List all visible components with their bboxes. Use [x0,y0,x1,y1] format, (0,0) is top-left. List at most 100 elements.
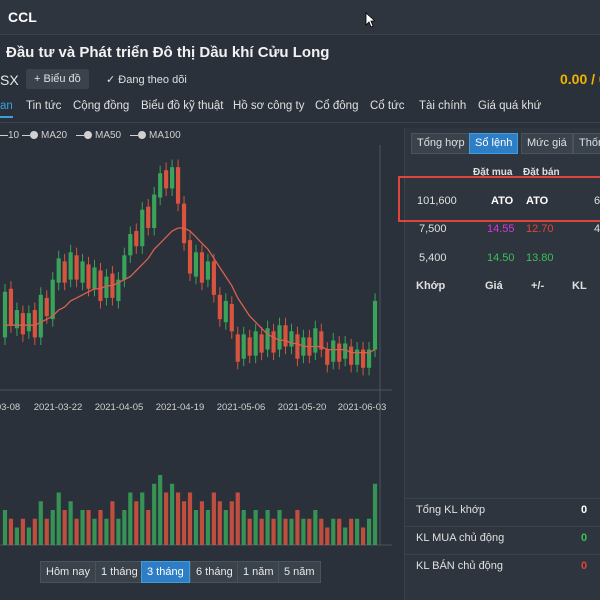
candle-body [241,334,246,359]
following-toggle[interactable]: ✓ Đang theo dõi [106,74,187,86]
price-change: 0.00 / 0 [560,71,600,87]
volume-bar [116,518,121,545]
candle-body [289,331,294,347]
volume-bar [313,510,318,545]
volume-bar [372,483,378,545]
summary-label: Tổng KL khớp [416,504,486,516]
match-volume-header: KL [572,280,587,292]
dot-icon [30,131,38,140]
tab-community[interactable]: Cộng đồng [73,100,130,112]
candle-body [259,334,264,353]
table-row: 101,600 ATO ATO 6 [405,190,600,214]
ma-line [5,227,376,354]
tab-stats[interactable]: Thống [573,133,600,154]
range-6m-button[interactable]: 6 tháng [190,561,239,583]
volume-bar [86,510,91,545]
range-1m-button[interactable]: 1 tháng [95,561,144,583]
candle-body [277,325,282,350]
volume-bar [68,501,73,545]
highlight-box [398,176,600,222]
candle-body [170,167,175,189]
stock-code: CCL [8,9,37,25]
legend-ma50[interactable]: MA50 [76,130,121,141]
volume-bar [74,518,79,545]
legend-ma10[interactable]: 10 [0,130,19,141]
candle-body [355,349,360,365]
volume-bar [343,527,348,545]
price-chart[interactable]: 03-08 2021-03-22 2021-04-05 2021-04-19 2021-… [0,145,392,555]
tab-order-book[interactable]: Sổ lệnh [469,133,519,154]
legend-ma20[interactable]: MA20 [22,130,67,141]
candle-body [349,346,354,365]
candle-body [122,255,127,280]
candle-body [92,267,97,289]
candle-body [128,234,133,256]
x-tick-label: 2021-04-05 [95,402,144,413]
volume-bar [187,492,193,545]
volume-bar [104,518,109,545]
volume-bar [20,518,25,545]
volume-bar [193,510,199,545]
range-3m-button[interactable]: 3 tháng [141,561,190,583]
tab-summary[interactable]: Tổng hợp [411,133,471,154]
volume-bar [26,527,31,545]
volume-bar [271,518,276,545]
row-bid: 14.50 [487,252,515,264]
row-ask: 13.80 [526,252,554,264]
legend-ma100[interactable]: MA100 [130,130,181,141]
x-tick-label: 2021-05-20 [278,402,327,413]
candle-body [50,279,55,320]
company-name: Đầu tư và Phát triển Đô thị Dầu khí Cửu … [6,44,330,61]
volume-bar [205,510,210,545]
tab-dividends[interactable]: Cổ tức [370,100,405,112]
order-book-panel: Tổng hợp Sổ lệnh Mức giá Thống Đặt mua Đ… [404,128,600,600]
row-ask: ATO [526,195,549,207]
volume-bar [331,518,336,545]
candle-body [152,194,157,228]
volume-bar [170,483,175,545]
candle-body [20,313,25,335]
range-1y-button[interactable]: 1 năm [237,561,280,583]
x-tick-label: 03-08 [0,402,20,413]
tab-technical-chart[interactable]: Biểu đồ kỹ thuật [141,100,224,112]
summary-value: 0 [581,560,588,572]
candle-body [2,291,8,338]
row-extra: 6 [594,195,600,207]
candle-body [140,209,145,247]
volume-bar [360,527,366,545]
volume-bar [355,518,360,545]
x-tick-label: 2021-04-19 [156,402,205,413]
add-chart-button[interactable]: + Biểu đồ [26,69,89,89]
candle-body [134,231,139,247]
x-tick-label: 2021-03-22 [34,402,83,413]
tab-shareholders[interactable]: Cổ đông [315,100,359,112]
volume-bar [319,518,324,545]
candle-body [360,349,366,368]
volume-bar [62,510,67,545]
volume-bar [110,501,115,545]
volume-bar [50,510,55,545]
summary-label: KL BÁN chủ động [416,560,504,572]
candle-body [366,349,372,368]
table-row: 7,500 14.55 12.70 4 [405,218,600,242]
range-today-button[interactable]: Hôm nay [40,561,97,583]
range-5y-button[interactable]: 5 năm [278,561,321,583]
tab-financials[interactable]: Tài chính [419,100,467,112]
candle-body [253,331,258,356]
candle-body [8,288,14,326]
tab-price-level[interactable]: Mức giá [521,133,573,154]
volume-bar [366,518,372,545]
candle-body [86,264,91,289]
dot-icon [138,131,146,140]
tab-overview[interactable]: an [0,100,13,118]
candle-body [331,340,336,362]
candle-body [187,240,193,274]
tab-news[interactable]: Tin tức [26,100,62,112]
volume-bar [283,518,288,545]
volume-bar [277,510,282,545]
tab-company-profile[interactable]: Hồ sơ công ty [233,100,305,112]
volume-bar [140,492,145,545]
tab-price-history[interactable]: Giá quá khứ [478,100,542,112]
volume-bar [152,483,157,545]
summary-row: Tổng KL khớp 0 [405,498,600,521]
